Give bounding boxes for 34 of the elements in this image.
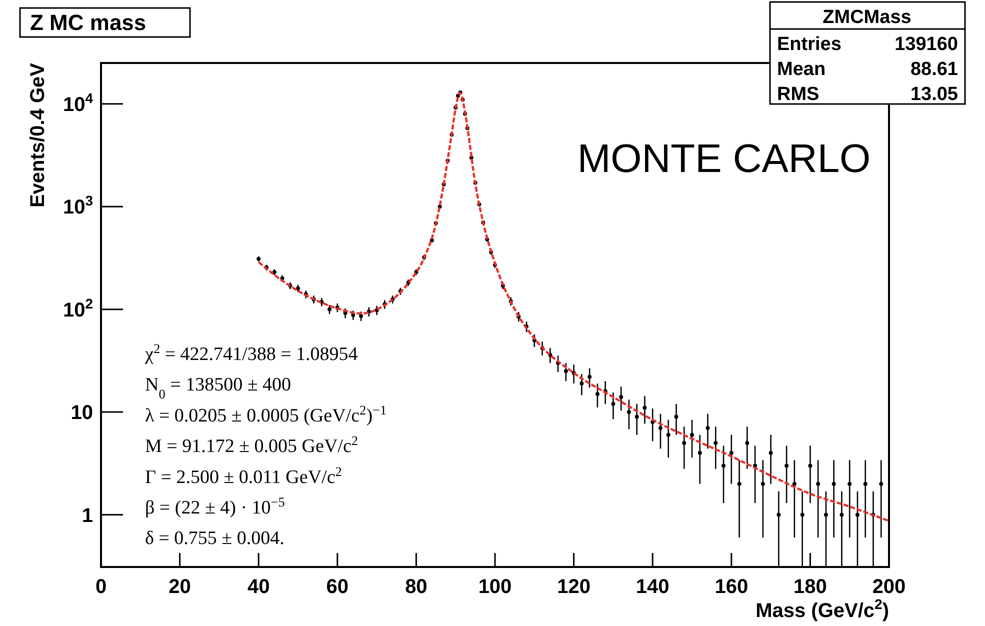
x-tick-label: 180 bbox=[794, 576, 827, 598]
x-tick-label: 60 bbox=[326, 576, 349, 598]
text: 13.05 bbox=[910, 84, 958, 105]
annotation: Γ = 2.500 ± 0.011 GeV/c$^{2}$ bbox=[145, 463, 342, 488]
annotation: χ$^{2}$ = 422.741/388 = 1.08954 bbox=[144, 340, 358, 365]
y-tick-label: 10$^{2}$ bbox=[62, 295, 94, 322]
x-tick-label: 160 bbox=[714, 576, 748, 598]
x-tick-label: 40 bbox=[247, 576, 270, 598]
x-axis-title: Mass (GeV/c$^{2}$) bbox=[756, 596, 889, 622]
annotation: M = 91.172 ± 0.005 GeV/c$^{2}$ bbox=[145, 432, 358, 458]
text: 88.61 bbox=[910, 59, 958, 80]
y-tick-label: 1 bbox=[82, 504, 93, 527]
y-tick-label: 10 bbox=[70, 402, 93, 424]
x-tick-label: 200 bbox=[872, 576, 906, 598]
text: 139160 bbox=[894, 34, 958, 55]
annotation: δ = 0.755 ± 0.004. bbox=[145, 528, 284, 550]
chart-title: Z MC mass bbox=[30, 10, 146, 35]
x-tick-label: 0 bbox=[95, 576, 107, 598]
text: Entries bbox=[777, 34, 842, 55]
text: ZMCMass bbox=[822, 7, 912, 28]
annotation: β = (22 ± 4) · 10$^{−5}$ bbox=[145, 494, 286, 518]
annotation: RMS bbox=[777, 84, 820, 105]
annotation: MONTE CARLO bbox=[577, 137, 871, 181]
x-tick-label: 20 bbox=[168, 576, 191, 598]
x-tick-label: 140 bbox=[636, 576, 670, 598]
x-tick-label: 120 bbox=[557, 576, 590, 598]
y-tick-label: 10$^{3}$ bbox=[62, 192, 94, 219]
x-tick-label: 100 bbox=[478, 576, 512, 598]
y-tick-label: 10$^{4}$ bbox=[62, 90, 94, 116]
annotation: Mean bbox=[777, 59, 826, 80]
annotation: N$_{0}$ = 138500 ± 400 bbox=[145, 374, 292, 402]
y-axis-title: Events/0.4 GeV bbox=[27, 62, 49, 208]
x-tick-label: 80 bbox=[405, 576, 428, 598]
annotation: λ = 0.0205 ± 0.0005 (GeV/c$^{2}$)$^{−1}$ bbox=[145, 402, 387, 426]
